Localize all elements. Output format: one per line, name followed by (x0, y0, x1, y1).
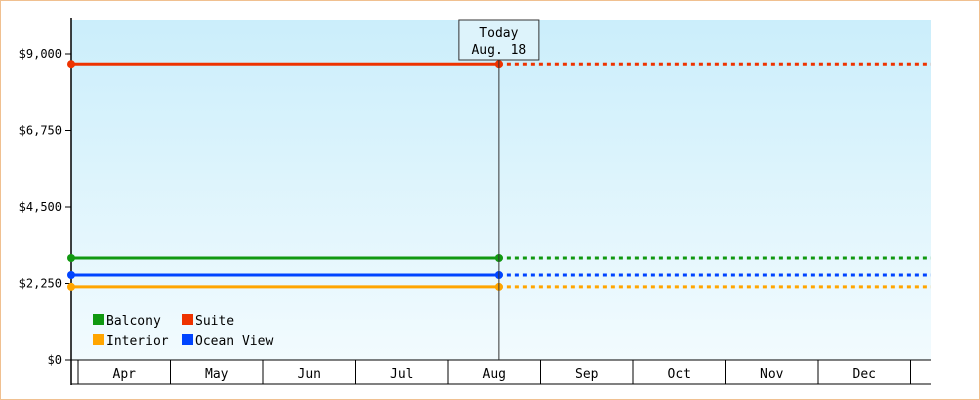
y-tick-label: $4,500 (19, 200, 62, 214)
y-tick-label: $2,250 (19, 277, 62, 291)
month-label: Jul (390, 367, 413, 382)
today-label-line1: Today (479, 26, 518, 41)
legend-swatch (182, 314, 193, 325)
legend-label: Ocean View (195, 334, 273, 349)
month-label: Nov (760, 367, 784, 382)
today-marker: Today Aug. 18 (458, 19, 540, 360)
y-axis: $0 $2,250 $4,500 $6,750 $9,000 (19, 18, 72, 385)
series-point (67, 254, 75, 262)
y-tick-label: $6,750 (19, 124, 62, 138)
series-point (67, 60, 75, 69)
legend-label: Suite (195, 314, 234, 329)
legend-swatch (93, 314, 104, 325)
today-label-line2: Aug. 18 (471, 43, 526, 58)
legend-swatch (182, 334, 193, 345)
series-point (67, 271, 75, 279)
y-tick-label: $0 (48, 353, 62, 367)
legend: Balcony Suite Interior Ocean View (93, 314, 273, 349)
month-label: Aug (483, 367, 506, 382)
y-tick-label: $9,000 (19, 47, 62, 61)
today-label-box (458, 19, 540, 61)
month-label: Sep (575, 367, 599, 382)
month-label: Dec (853, 367, 876, 382)
legend-swatch (93, 334, 104, 345)
month-label: May (205, 367, 229, 382)
series-lines (67, 60, 931, 291)
plot-area (71, 20, 931, 360)
legend-label: Interior (106, 334, 169, 349)
month-label: Apr (113, 367, 137, 382)
month-label: Oct (668, 367, 691, 382)
legend-label: Balcony (106, 314, 161, 329)
x-axis: Apr May Jun Jul Aug Sep Oct Nov Dec (71, 359, 931, 385)
series-point (67, 282, 75, 291)
month-label: Jun (298, 367, 321, 382)
